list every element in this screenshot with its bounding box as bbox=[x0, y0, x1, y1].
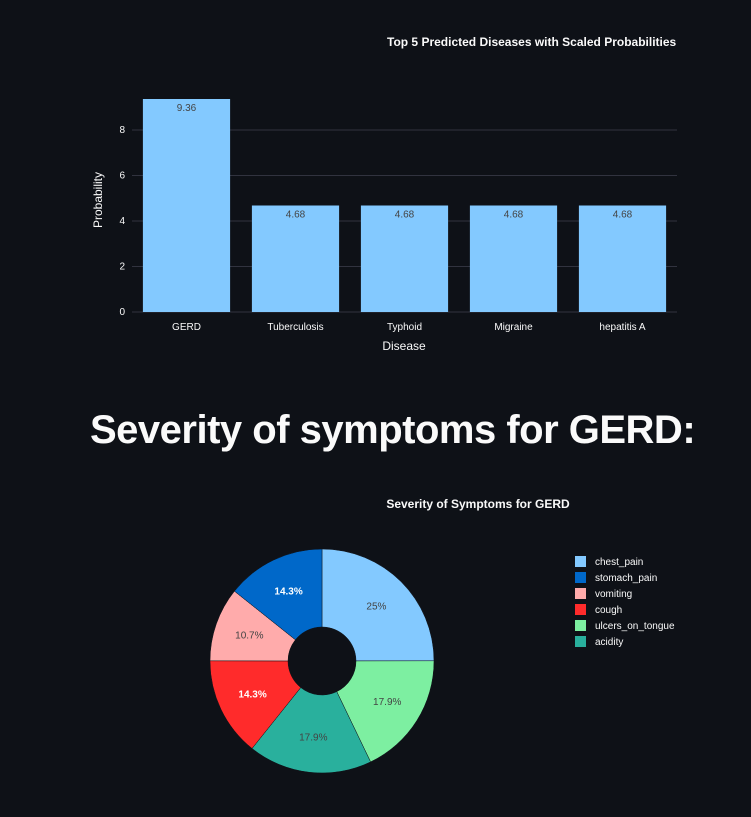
bar-y-tick-label: 4 bbox=[119, 216, 125, 227]
bar[interactable] bbox=[251, 205, 340, 313]
legend-item-acidity[interactable]: acidity bbox=[575, 636, 623, 648]
legend-swatch bbox=[575, 636, 586, 647]
bar-y-tick-label: 0 bbox=[119, 307, 125, 318]
pie-slice-label: 14.3% bbox=[274, 587, 302, 598]
pie-slice-labels: 25% 17.9% 17.9% 14.3% 10.7% 14.3% bbox=[235, 587, 401, 744]
legend-item-chest-pain[interactable]: chest_pain bbox=[575, 556, 643, 568]
pie-slice-stomach-pain[interactable] bbox=[234, 548, 323, 641]
legend-label: cough bbox=[595, 605, 622, 616]
legend-item-vomiting[interactable]: vomiting bbox=[575, 588, 632, 600]
legend-label: ulcers_on_tongue bbox=[595, 621, 675, 632]
pie-slice-acidity[interactable] bbox=[251, 687, 371, 774]
legend-label: acidity bbox=[595, 637, 623, 648]
bar-series: 9.36 4.68 4.68 4.68 4.68 bbox=[142, 99, 667, 313]
bar[interactable] bbox=[469, 205, 558, 313]
bar-value-label: 4.68 bbox=[613, 210, 633, 221]
legend-item-ulcers-on-tongue[interactable]: ulcers_on_tongue bbox=[575, 620, 675, 632]
bar-x-ticks: GERD Tuberculosis Typhoid Migraine hepatitis… bbox=[172, 322, 646, 333]
bar-x-axis-label: Disease bbox=[382, 339, 426, 353]
legend-item-cough[interactable]: cough bbox=[575, 604, 622, 616]
pie-slices bbox=[209, 548, 435, 774]
bar-chart-title: Top 5 Predicted Diseases with Scaled Pro… bbox=[387, 35, 677, 49]
pie-slice-label: 17.9% bbox=[373, 697, 401, 708]
bar[interactable] bbox=[142, 99, 231, 312]
legend-item-stomach-pain[interactable]: stomach_pain bbox=[575, 572, 657, 584]
page-heading: Severity of symptoms for GERD: bbox=[90, 408, 696, 452]
pie-slice-cough[interactable] bbox=[209, 660, 302, 749]
bar-y-axis-label: Probability bbox=[91, 172, 105, 228]
legend-swatch bbox=[575, 604, 586, 615]
bar-value-label: 4.68 bbox=[504, 210, 524, 221]
pie-slice-label: 25% bbox=[366, 602, 386, 613]
pie-chart: Severity of Symptoms for GERD 25% 17.9% 17… bbox=[209, 497, 675, 774]
pie-slice-label: 10.7% bbox=[235, 631, 263, 642]
legend-label: stomach_pain bbox=[595, 573, 657, 584]
bar-x-tick-label: Tuberculosis bbox=[267, 322, 323, 333]
legend-swatch bbox=[575, 588, 586, 599]
bar-x-tick-label: hepatitis A bbox=[599, 322, 645, 333]
bar-x-tick-label: Typhoid bbox=[387, 322, 422, 333]
legend-label: chest_pain bbox=[595, 557, 643, 568]
bar-value-label: 4.68 bbox=[395, 210, 415, 221]
bar-y-tick-label: 8 bbox=[119, 125, 125, 136]
pie-chart-title: Severity of Symptoms for GERD bbox=[386, 497, 570, 511]
bar-value-label: 4.68 bbox=[286, 210, 306, 221]
bar-y-tick-label: 6 bbox=[119, 170, 125, 181]
legend-swatch bbox=[575, 556, 586, 567]
pie-legend[interactable]: chest_pain stomach_pain vomiting cough ulcer… bbox=[575, 556, 675, 648]
bar-x-tick-label: GERD bbox=[172, 322, 201, 333]
pie-slice-ulcers-on-tongue[interactable] bbox=[336, 660, 435, 763]
bar-x-tick-label: Migraine bbox=[494, 322, 533, 333]
pie-slice-label: 14.3% bbox=[238, 689, 266, 700]
bar-y-tick-label: 2 bbox=[119, 261, 125, 272]
legend-swatch bbox=[575, 572, 586, 583]
bar[interactable] bbox=[360, 205, 449, 313]
bar-value-label: 9.36 bbox=[177, 103, 197, 114]
pie-slice-chest-pain[interactable] bbox=[321, 548, 435, 662]
bar-chart: Top 5 Predicted Diseases with Scaled Pro… bbox=[91, 35, 677, 353]
bar[interactable] bbox=[578, 205, 667, 313]
pie-slice-label: 17.9% bbox=[299, 733, 327, 744]
legend-label: vomiting bbox=[595, 589, 632, 600]
legend-swatch bbox=[575, 620, 586, 631]
bar-y-ticks: 0 2 4 6 8 bbox=[119, 125, 125, 318]
